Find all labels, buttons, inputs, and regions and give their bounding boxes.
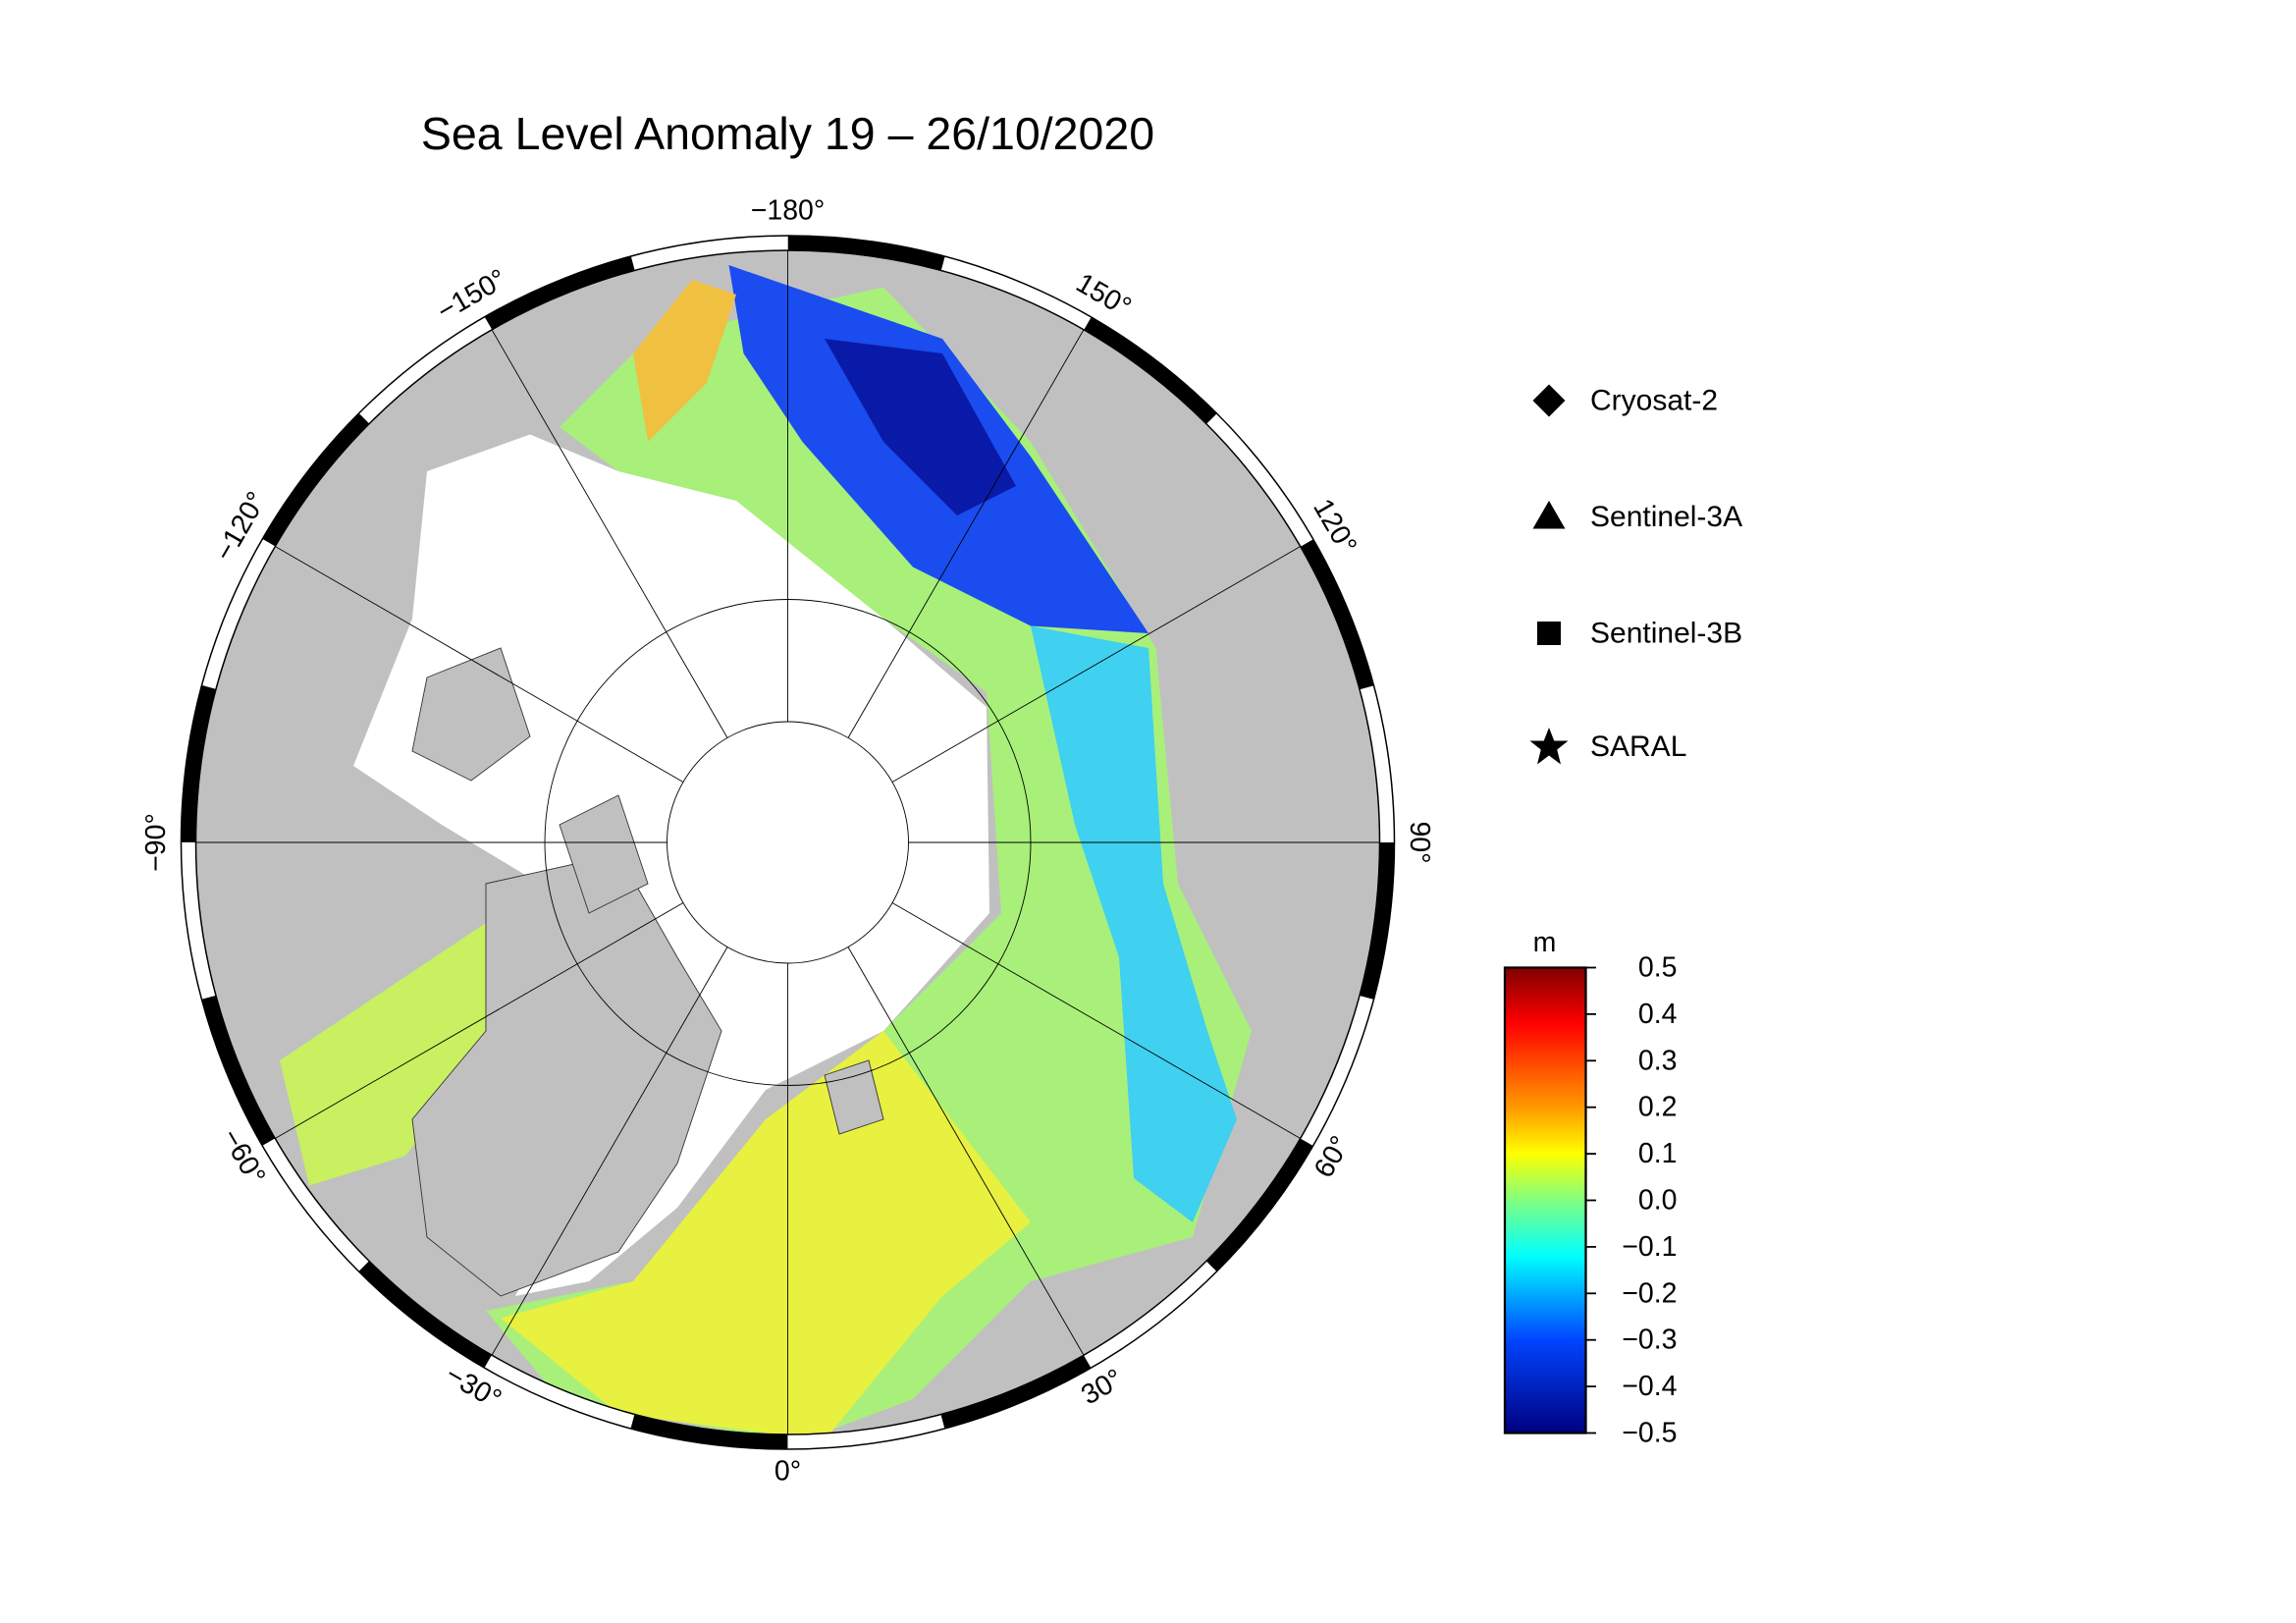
island — [824, 1059, 884, 1135]
colorbar-tick-label: −0.3 — [1622, 1325, 1677, 1356]
meridian — [891, 902, 1301, 1139]
sea-anomaly — [501, 1031, 1031, 1434]
meridian — [891, 546, 1301, 783]
sea-anomaly — [1031, 625, 1237, 1222]
colorbar-tick-label: −0.4 — [1622, 1371, 1677, 1402]
longitude-label: 0° — [774, 1456, 801, 1488]
frame-band — [181, 236, 1395, 1449]
colorbar — [1503, 966, 1587, 1434]
legend-label: Sentinel-3B — [1590, 617, 1742, 649]
meridian — [491, 329, 728, 738]
greenland — [411, 853, 722, 1297]
legend-symbol — [1529, 728, 1569, 765]
colorbar-tick-label: 0.2 — [1638, 1092, 1678, 1123]
legend-symbol — [1532, 384, 1566, 417]
colorbar-tick-label: 0.0 — [1638, 1185, 1678, 1217]
meridian — [847, 947, 1085, 1356]
meridian — [847, 329, 1085, 738]
meridian — [491, 947, 728, 1356]
colorbar-unit: m — [1533, 927, 1557, 958]
sea-ice — [353, 434, 989, 1296]
legend-label: Sentinel-3A — [1590, 501, 1742, 533]
meridian — [275, 902, 684, 1139]
sea-anomaly — [825, 339, 1016, 515]
meridian — [275, 546, 684, 783]
legend-label: SARAL — [1590, 730, 1686, 763]
colorbar-tick-label: −0.2 — [1622, 1277, 1677, 1309]
longitude-label: −180° — [751, 195, 826, 227]
longitude-label: 90° — [1404, 821, 1435, 863]
island — [411, 647, 531, 782]
colorbar-tick-label: 0.4 — [1638, 999, 1678, 1030]
island — [559, 794, 649, 914]
frame — [180, 235, 1396, 1450]
map-disk — [195, 250, 1380, 1434]
figure-content: Sea Level Anomaly 19 – 26/10/2020 m −180… — [140, 108, 1742, 1488]
legend-symbol — [1532, 501, 1566, 529]
longitude-label: −30° — [440, 1359, 507, 1416]
colorbar-tick-label: −0.1 — [1622, 1231, 1677, 1263]
sea-anomaly — [280, 913, 508, 1186]
longitude-label: −120° — [208, 487, 273, 567]
legend-symbol — [1537, 622, 1561, 645]
colorbar-tick-label: 0.3 — [1638, 1045, 1678, 1076]
longitude-label: −90° — [140, 813, 172, 872]
colorbar-tick-label: −0.5 — [1622, 1418, 1677, 1449]
legend-label: Cryosat-2 — [1590, 384, 1718, 416]
colorbar-tick-label: 0.5 — [1638, 952, 1678, 984]
sea-anomaly — [633, 280, 736, 442]
colorbar-tick-label: 0.1 — [1638, 1138, 1678, 1169]
title: Sea Level Anomaly 19 – 26/10/2020 — [421, 108, 1154, 159]
longitude-label: 60° — [1308, 1131, 1357, 1183]
longitude-label: 150° — [1071, 267, 1137, 323]
